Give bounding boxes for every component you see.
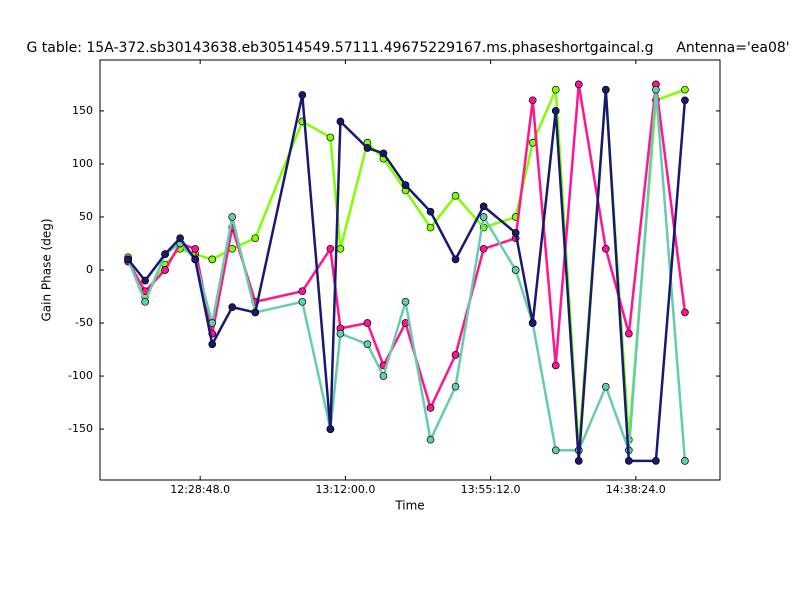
data-point (336, 244, 345, 253)
x-axis-label: Time (394, 499, 424, 513)
data-point (379, 149, 388, 158)
chart-subtitle: Antenna='ea08' (676, 40, 789, 56)
data-point (363, 340, 372, 349)
data-point (551, 107, 560, 115)
data-point (479, 202, 488, 211)
data-point (624, 457, 633, 465)
chart-title: G table: 15A-372.sb30143638.eb30514549.5… (26, 40, 653, 56)
data-point (551, 361, 560, 370)
data-point (141, 276, 149, 285)
data-point (176, 234, 184, 243)
data-point (228, 213, 237, 221)
data-point (551, 446, 560, 455)
y-tick-label: -50 (75, 316, 93, 329)
y-tick-label: 0 (86, 263, 93, 276)
data-point (451, 191, 460, 200)
data-point (298, 297, 307, 306)
data-point (426, 404, 435, 412)
data-point (479, 244, 488, 253)
data-point (574, 80, 583, 89)
data-point (601, 244, 610, 253)
y-tick-label: 50 (79, 210, 93, 223)
data-point (363, 319, 372, 327)
y-tick-label: -100 (68, 369, 93, 382)
data-point (191, 255, 200, 264)
data-point (511, 229, 520, 237)
data-point (426, 435, 435, 444)
data-point (681, 457, 689, 465)
data-point (326, 244, 335, 253)
data-point (652, 85, 660, 94)
data-point (528, 96, 537, 105)
data-point (208, 319, 217, 327)
data-point (326, 425, 335, 433)
plot-frame (99, 59, 721, 481)
data-point (528, 319, 537, 327)
x-tick-label: 13:55:12.0 (461, 483, 521, 496)
y-axis-label: Gain Phase (deg) (40, 218, 54, 321)
x-tick-label: 13:12:00.0 (315, 483, 375, 496)
data-point (363, 144, 372, 152)
data-point (681, 96, 689, 105)
data-point (426, 207, 435, 216)
data-point (652, 457, 660, 465)
data-point (451, 255, 460, 264)
data-point (379, 372, 388, 380)
y-tick-label: 150 (72, 104, 93, 117)
data-point (298, 287, 307, 296)
data-point (681, 85, 689, 94)
data-point (124, 255, 132, 264)
data-point (336, 117, 345, 126)
y-tick-label: -150 (68, 422, 93, 435)
data-point (251, 308, 260, 317)
data-point (479, 213, 488, 221)
data-point (601, 382, 610, 391)
data-point (574, 457, 583, 465)
data-point (326, 133, 335, 142)
data-point (208, 255, 217, 264)
data-point (191, 244, 200, 253)
data-point (601, 85, 610, 94)
data-point (251, 234, 260, 243)
data-point (401, 181, 410, 190)
y-tick-label: 100 (72, 157, 93, 170)
data-point (426, 223, 435, 232)
data-point (336, 329, 345, 338)
data-point (161, 250, 169, 258)
data-point (208, 340, 217, 349)
data-point (681, 308, 689, 317)
data-point (451, 350, 460, 359)
data-point (451, 382, 460, 391)
series-line (127, 89, 687, 463)
data-point (298, 91, 307, 99)
data-point (551, 85, 560, 94)
data-point (141, 297, 149, 306)
x-tick-label: 12:28:48.0 (170, 483, 230, 496)
data-point (624, 329, 633, 338)
data-point (511, 266, 520, 274)
data-point (161, 266, 169, 274)
data-point (401, 297, 410, 306)
x-tick-label: 14:38:24.0 (606, 483, 666, 496)
data-point (228, 303, 237, 311)
